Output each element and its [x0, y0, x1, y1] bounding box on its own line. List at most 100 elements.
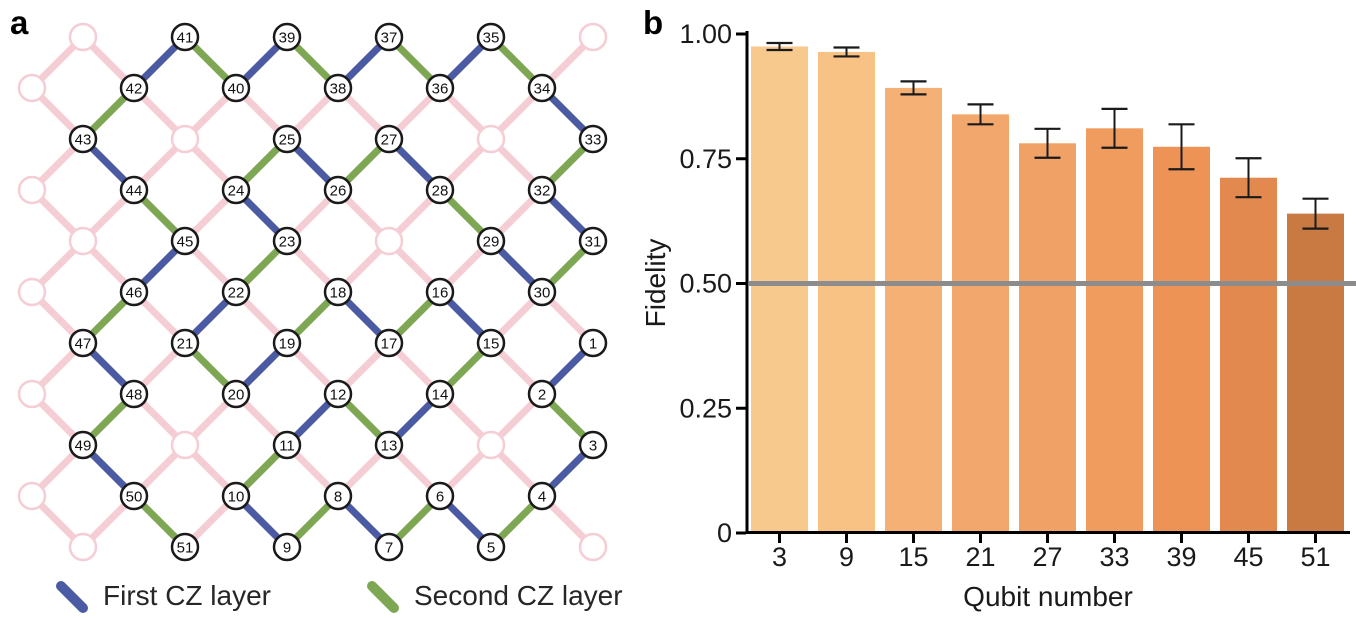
x-tick-label: 21	[965, 542, 995, 572]
qubit-lattice-diagram: 1234567891011121314151617181920212223242…	[17, 22, 608, 562]
qubit-number: 46	[126, 284, 143, 301]
qubit-node	[68, 124, 98, 154]
qubit-node	[272, 532, 302, 562]
fidelity-bar	[818, 51, 875, 533]
qubit-node	[374, 430, 404, 460]
qubit-number: 17	[381, 335, 398, 352]
qubit-number: 37	[381, 29, 398, 46]
qubit-node	[170, 328, 200, 358]
qubit-number: 10	[228, 488, 245, 505]
qubit-number: 36	[432, 80, 449, 97]
qubit-number: 41	[177, 29, 194, 46]
qubit-number: 47	[75, 335, 92, 352]
panel-a-label: a	[10, 4, 29, 41]
x-tick-label: 15	[898, 542, 928, 572]
legend-first-cz-layer: First CZ layer	[55, 578, 271, 614]
y-axis-title: Fidelity	[640, 239, 671, 328]
qubit-nodes	[17, 22, 608, 562]
qubit-number: 6	[436, 488, 444, 505]
qubit-node	[68, 328, 98, 358]
qubit-node	[119, 175, 149, 205]
qubit-number: 39	[279, 29, 296, 46]
qubit-node	[119, 379, 149, 409]
qubit-number: 3	[589, 437, 597, 454]
qubit-number: 33	[585, 131, 602, 148]
qubit-node	[527, 73, 557, 103]
qubit-node	[221, 481, 251, 511]
fidelity-bar	[1019, 143, 1076, 533]
qubit-node	[323, 481, 353, 511]
qubit-node	[578, 430, 608, 460]
qubit-number: 35	[483, 29, 500, 46]
qubit-number: 19	[279, 335, 296, 352]
qubit-node	[374, 532, 404, 562]
inactive-node	[17, 277, 47, 307]
qubit-node	[323, 73, 353, 103]
qubit-node	[476, 328, 506, 358]
qubit-node	[527, 277, 557, 307]
qubit-number: 5	[487, 539, 495, 556]
qubit-node	[323, 277, 353, 307]
second-cz-swatch-icon	[367, 581, 399, 613]
background-lattice	[29, 34, 596, 550]
qubit-number: 16	[432, 284, 449, 301]
x-axis-title: Qubit number	[963, 581, 1133, 612]
qubit-node	[170, 532, 200, 562]
qubit-node	[119, 481, 149, 511]
fidelity-bar	[1220, 177, 1277, 533]
fidelity-bar	[1287, 213, 1344, 533]
x-tick-label: 9	[839, 542, 854, 572]
inactive-node	[68, 532, 98, 562]
qubit-node	[425, 481, 455, 511]
inactive-node	[578, 532, 608, 562]
qubit-number: 1	[589, 335, 597, 352]
qubit-number: 22	[228, 284, 245, 301]
y-tick-label: 0.25	[679, 393, 732, 423]
qubit-node	[68, 430, 98, 460]
inactive-node	[170, 430, 200, 460]
inactive-node	[476, 124, 506, 154]
qubit-number: 26	[330, 182, 347, 199]
y-tick-label: 1.00	[679, 19, 732, 49]
fidelity-bar	[1086, 128, 1143, 533]
qubit-number: 48	[126, 386, 143, 403]
qubit-number: 13	[381, 437, 398, 454]
qubit-number: 2	[538, 386, 546, 403]
qubit-number: 14	[432, 386, 449, 403]
qubit-node	[578, 226, 608, 256]
qubit-node	[119, 73, 149, 103]
x-tick-label: 51	[1300, 542, 1330, 572]
qubit-node	[374, 328, 404, 358]
inactive-node	[17, 73, 47, 103]
inactive-node	[17, 379, 47, 409]
qubit-node	[425, 277, 455, 307]
qubit-node	[374, 22, 404, 52]
qubit-node	[170, 22, 200, 52]
qubit-node	[527, 379, 557, 409]
qubit-node	[527, 175, 557, 205]
inactive-node	[17, 481, 47, 511]
first-cz-swatch-icon	[56, 581, 88, 613]
inactive-node	[68, 226, 98, 256]
qubit-node	[476, 532, 506, 562]
inactive-node	[374, 226, 404, 256]
legend-second-cz-label: Second CZ layer	[414, 580, 623, 611]
qubit-number: 49	[75, 437, 92, 454]
qubit-number: 28	[432, 182, 449, 199]
fidelity-bar	[952, 114, 1009, 533]
legend-first-cz-label: First CZ layer	[103, 580, 271, 611]
qubit-number: 31	[585, 233, 602, 250]
qubit-node	[221, 379, 251, 409]
qubit-number: 44	[126, 182, 143, 199]
qubit-node	[272, 124, 302, 154]
qubit-number: 29	[483, 233, 500, 250]
panel-b-label: b	[643, 4, 664, 41]
qubit-number: 34	[534, 80, 551, 97]
qubit-node	[476, 226, 506, 256]
overlays-group	[749, 41, 1356, 286]
qubit-node	[425, 175, 455, 205]
qubit-node	[578, 124, 608, 154]
qubit-number: 40	[228, 80, 245, 97]
inactive-node	[17, 175, 47, 205]
qubit-node	[323, 175, 353, 205]
